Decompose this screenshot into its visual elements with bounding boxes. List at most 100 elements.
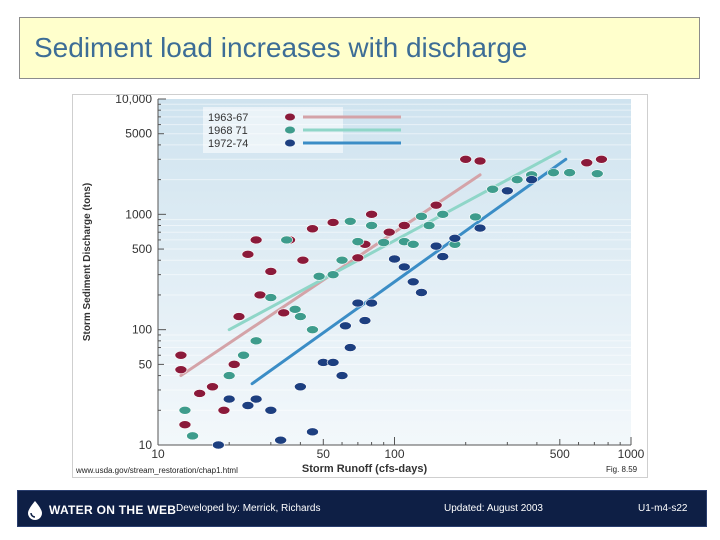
legend-label: 1972-74 — [208, 138, 248, 150]
data-point-1968-71 — [510, 175, 524, 184]
data-point-1963-67 — [253, 290, 267, 300]
data-point-1968-71 — [365, 221, 378, 230]
data-point-1968-71 — [415, 212, 428, 221]
data-point-1972-74 — [473, 223, 487, 233]
data-point-1968-71 — [237, 350, 250, 360]
data-point-1972-74 — [448, 233, 462, 243]
data-point-1968-71 — [436, 210, 450, 219]
legend-marker — [285, 126, 295, 134]
data-point-1968-71 — [563, 168, 576, 177]
data-point-1968-71 — [280, 235, 293, 245]
data-point-1968-71 — [312, 272, 326, 281]
data-point-1963-67 — [429, 200, 443, 210]
data-point-1963-67 — [174, 350, 188, 360]
data-point-1968-71 — [294, 312, 307, 321]
data-point-1972-74 — [335, 371, 349, 380]
y-tick-label: 5000 — [125, 127, 152, 141]
data-point-1968-71 — [335, 255, 349, 265]
data-point-1963-67 — [351, 253, 365, 263]
data-point-1972-74 — [358, 316, 372, 325]
data-point-1972-74 — [249, 394, 263, 404]
data-point-1963-67 — [459, 155, 472, 164]
y-tick-label: 50 — [139, 357, 153, 371]
data-point-1972-74 — [326, 358, 340, 367]
data-point-1963-67 — [241, 250, 255, 259]
data-point-1968-71 — [351, 237, 365, 246]
data-point-1963-67 — [206, 382, 219, 392]
source-url: www.usda.gov/stream_restoration/chap1.ht… — [76, 466, 238, 475]
data-point-1972-74 — [241, 401, 255, 410]
developed-by: Developed by: Merrick, Richards — [176, 503, 321, 514]
data-point-1968-71 — [406, 239, 420, 249]
slide-title: Sediment load increases with discharge — [34, 32, 528, 63]
data-point-1968-71 — [469, 212, 482, 222]
data-point-1972-74 — [406, 277, 420, 287]
data-point-1963-67 — [227, 360, 241, 369]
data-point-1968-71 — [486, 184, 499, 194]
data-point-1972-74 — [274, 435, 287, 445]
y-tick-label: 100 — [132, 323, 152, 337]
data-point-1963-67 — [178, 420, 192, 429]
legend-label: 1963-67 — [208, 112, 248, 124]
data-point-1968-71 — [249, 336, 263, 346]
data-point-1972-74 — [436, 252, 450, 261]
data-point-1963-67 — [232, 312, 246, 321]
data-point-1963-67 — [306, 224, 319, 234]
data-point-1963-67 — [174, 365, 188, 374]
data-point-1968-71 — [343, 217, 357, 226]
data-point-1972-74 — [365, 298, 378, 308]
data-point-1972-74 — [306, 427, 319, 437]
data-point-1972-74 — [429, 241, 443, 251]
data-point-1972-74 — [294, 382, 307, 392]
data-point-1963-67 — [595, 155, 608, 164]
fit-line-1972-74 — [250, 157, 568, 386]
data-point-1968-71 — [264, 293, 278, 302]
legend-label: 1968 71 — [208, 125, 248, 137]
data-point-1968-71 — [288, 305, 302, 314]
data-point-1963-67 — [397, 221, 411, 230]
data-point-1963-67 — [193, 389, 206, 398]
data-point-1963-67 — [264, 267, 278, 276]
data-point-1963-67 — [277, 308, 290, 318]
data-point-1972-74 — [339, 321, 352, 331]
brand-logo: WATER ON THE WEB — [26, 500, 176, 520]
data-point-1968-71 — [306, 325, 319, 334]
y-tick-label: 500 — [132, 242, 152, 256]
data-point-1968-71 — [590, 169, 604, 179]
data-point-1972-74 — [222, 394, 236, 404]
data-point-1963-67 — [217, 405, 231, 415]
data-point-1972-74 — [351, 298, 365, 308]
data-point-1972-74 — [388, 254, 401, 264]
data-point-1972-74 — [212, 440, 225, 450]
data-point-1963-67 — [473, 156, 487, 166]
data-point-1968-71 — [222, 371, 236, 380]
data-point-1968-71 — [377, 238, 390, 247]
data-point-1963-67 — [249, 235, 263, 245]
data-point-1963-67 — [382, 227, 396, 237]
updated-date: Updated: August 2003 — [444, 503, 543, 514]
figure-label: Fig. 8.59 — [606, 465, 638, 474]
sediment-chart: 10 50 100 500 1000 5000 10,000 10 50 100 500 1000 St… — [82, 95, 645, 475]
legend-marker — [285, 113, 295, 121]
x-axis-label: Storm Runoff (cfs-days) — [302, 463, 428, 475]
x-tick-label: 500 — [550, 447, 570, 461]
y-axis-label: Storm Sediment Discharge (tons) — [82, 183, 93, 341]
footer-bar: WATER ON THE WEB Developed by: Merrick, … — [17, 490, 707, 527]
brand-name: WATER ON THE WEB — [49, 503, 177, 517]
y-tick-label: 10 — [139, 438, 153, 452]
data-point-1972-74 — [343, 343, 357, 352]
x-tick-label: 100 — [384, 447, 404, 461]
x-tick-label: 50 — [317, 447, 331, 461]
data-point-1963-67 — [580, 158, 594, 168]
data-point-1963-67 — [296, 255, 310, 265]
data-point-1968-71 — [186, 431, 199, 441]
title-box: Sediment load increases with discharge — [19, 17, 700, 79]
fit-line-1968-71 — [227, 150, 562, 332]
data-point-1963-67 — [326, 218, 340, 227]
data-point-1972-74 — [397, 262, 411, 272]
data-point-1968-71 — [547, 168, 560, 177]
data-point-1972-74 — [415, 288, 428, 297]
data-point-1972-74 — [525, 175, 538, 184]
x-tick-label: 10 — [151, 447, 165, 461]
legend-marker — [285, 139, 295, 147]
